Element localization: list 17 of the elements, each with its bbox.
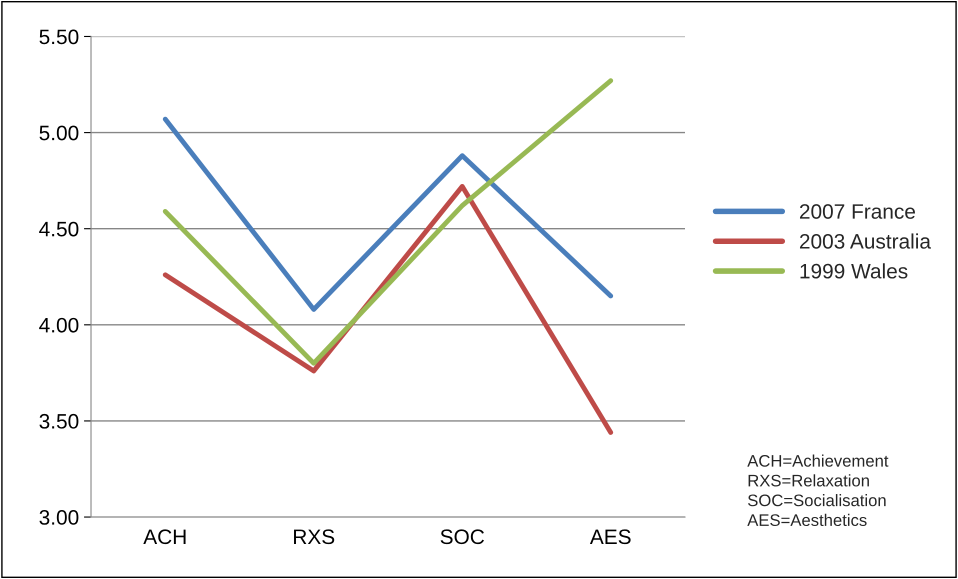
x-tick-label: ACH bbox=[143, 529, 186, 544]
line-series bbox=[162, 184, 614, 435]
legend-label: 1999 Wales bbox=[800, 263, 908, 279]
text: ACH=Achievement RXS=Relaxation SOC=Socialisation AES=Aesthetics bbox=[747, 454, 888, 526]
x-tick-label: AES bbox=[590, 529, 631, 544]
y-tick-label: 5.50 bbox=[39, 29, 78, 44]
line-series bbox=[162, 78, 614, 366]
legend-label: 2007 France bbox=[800, 204, 915, 219]
y-tick-label: 4.50 bbox=[39, 222, 78, 236]
y-tick-label: 3.50 bbox=[39, 414, 78, 429]
x-tick-label: SOC bbox=[440, 529, 484, 544]
line-series bbox=[162, 116, 614, 312]
y-tick-label: 4.00 bbox=[39, 318, 78, 333]
x-tick-label: RXS bbox=[294, 529, 334, 544]
legend-label: 2003 Australia bbox=[800, 233, 931, 249]
y-tick-label: 3.00 bbox=[39, 510, 78, 525]
y-tick-label: 5.00 bbox=[39, 126, 78, 140]
